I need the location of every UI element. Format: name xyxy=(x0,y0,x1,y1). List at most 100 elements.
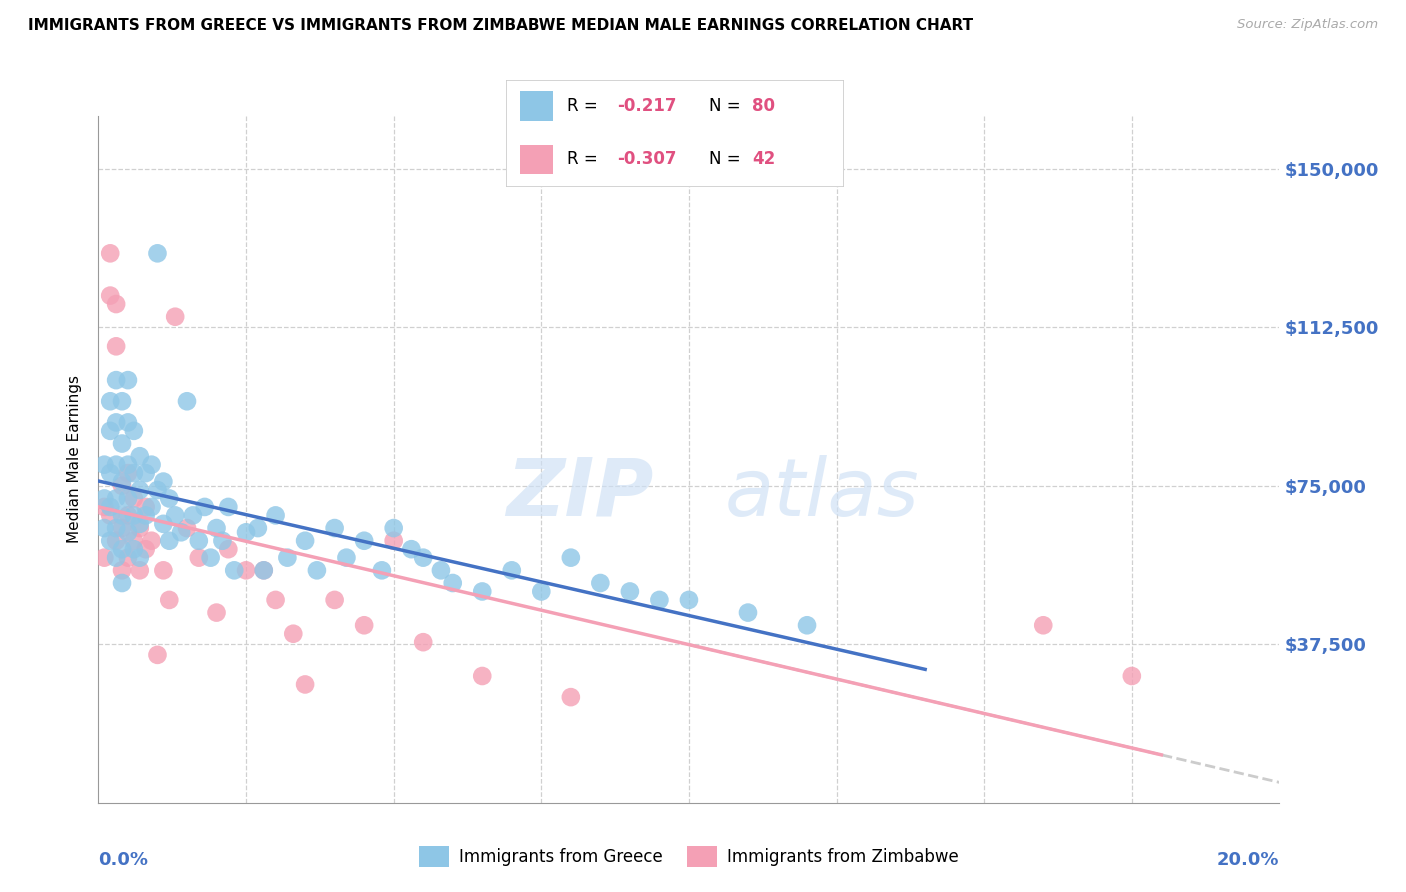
Point xyxy=(235,563,257,577)
Point xyxy=(98,394,121,409)
Point xyxy=(253,563,276,577)
Point xyxy=(93,550,115,565)
Point xyxy=(135,500,157,514)
Point xyxy=(412,550,434,565)
Point xyxy=(122,424,145,438)
Text: -0.217: -0.217 xyxy=(617,97,678,115)
Text: R =: R = xyxy=(567,97,603,115)
Point xyxy=(152,475,174,489)
Text: Source: ZipAtlas.com: Source: ZipAtlas.com xyxy=(1237,18,1378,31)
Point xyxy=(128,521,150,535)
Point xyxy=(128,550,150,565)
Point xyxy=(471,584,494,599)
Point xyxy=(560,690,582,705)
Bar xyxy=(520,91,554,121)
Point xyxy=(305,563,328,577)
Point xyxy=(111,508,134,523)
Point xyxy=(235,525,257,540)
Text: atlas: atlas xyxy=(724,455,920,533)
Point xyxy=(264,508,287,523)
Point xyxy=(205,606,228,620)
Point xyxy=(117,416,139,430)
Point xyxy=(176,394,198,409)
Point xyxy=(283,626,305,640)
Point xyxy=(98,246,121,260)
Text: 20.0%: 20.0% xyxy=(1218,851,1279,869)
Point xyxy=(98,500,121,514)
Point xyxy=(157,533,180,548)
Point xyxy=(128,449,150,463)
Point xyxy=(111,576,134,591)
Text: N =: N = xyxy=(709,97,745,115)
Point xyxy=(181,508,204,523)
Point xyxy=(194,500,217,514)
Point xyxy=(211,533,233,548)
Point xyxy=(165,508,187,523)
Text: 42: 42 xyxy=(752,151,776,169)
Point xyxy=(678,593,700,607)
Point xyxy=(122,491,145,506)
Point xyxy=(157,491,180,506)
Text: -0.307: -0.307 xyxy=(617,151,678,169)
Text: IMMIGRANTS FROM GREECE VS IMMIGRANTS FROM ZIMBABWE MEDIAN MALE EARNINGS CORRELAT: IMMIGRANTS FROM GREECE VS IMMIGRANTS FRO… xyxy=(28,18,973,33)
Point xyxy=(93,458,115,472)
Point xyxy=(294,677,316,691)
Legend: Immigrants from Greece, Immigrants from Zimbabwe: Immigrants from Greece, Immigrants from … xyxy=(412,839,966,873)
Point xyxy=(111,521,134,535)
Point xyxy=(430,563,453,577)
Point xyxy=(135,508,157,523)
Point xyxy=(146,483,169,497)
Point xyxy=(441,576,464,591)
Point xyxy=(176,521,198,535)
Point xyxy=(128,516,150,531)
Point xyxy=(335,550,357,565)
Point xyxy=(619,584,641,599)
Point xyxy=(412,635,434,649)
Point xyxy=(471,669,494,683)
Point xyxy=(141,458,163,472)
Point xyxy=(152,563,174,577)
Point xyxy=(117,491,139,506)
Point xyxy=(1121,669,1143,683)
Point xyxy=(264,593,287,607)
Point xyxy=(1032,618,1054,632)
Point xyxy=(122,542,145,557)
Point xyxy=(111,479,134,493)
Point xyxy=(117,525,139,540)
Point xyxy=(98,288,121,302)
Point xyxy=(98,466,121,480)
Point xyxy=(105,458,128,472)
Point xyxy=(105,521,128,535)
Point xyxy=(141,500,163,514)
Point xyxy=(205,521,228,535)
Point xyxy=(165,310,187,324)
Point xyxy=(246,521,269,535)
Point xyxy=(224,563,246,577)
Point xyxy=(371,563,394,577)
Point xyxy=(276,550,298,565)
Point xyxy=(200,550,222,565)
Point xyxy=(105,297,128,311)
Point xyxy=(111,563,134,577)
Point xyxy=(111,542,134,557)
Point xyxy=(401,542,423,557)
Point xyxy=(323,593,346,607)
Point xyxy=(111,394,134,409)
Point xyxy=(98,424,121,438)
Point xyxy=(353,533,375,548)
Point xyxy=(117,508,139,523)
Point xyxy=(111,436,134,450)
Text: ZIP: ZIP xyxy=(506,455,654,533)
Point xyxy=(135,466,157,480)
Point xyxy=(93,491,115,506)
Point xyxy=(530,584,553,599)
Point xyxy=(170,525,193,540)
Point xyxy=(105,550,128,565)
Point xyxy=(589,576,612,591)
Point xyxy=(141,533,163,548)
Point xyxy=(122,466,145,480)
Point xyxy=(146,246,169,260)
Text: 0.0%: 0.0% xyxy=(98,851,149,869)
Point xyxy=(353,618,375,632)
Point xyxy=(93,500,115,514)
